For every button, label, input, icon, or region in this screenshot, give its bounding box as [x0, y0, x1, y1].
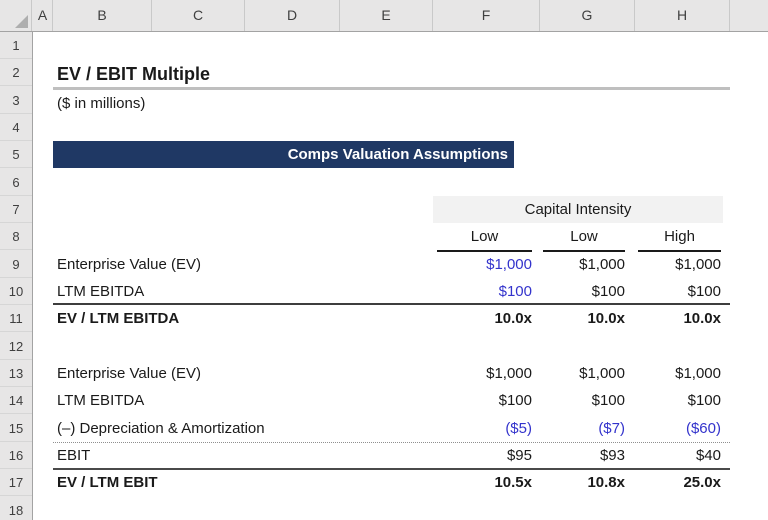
column-header-f[interactable]: F — [433, 0, 540, 31]
select-all-triangle-icon — [15, 15, 28, 28]
solid-border-row16 — [53, 468, 730, 470]
cell-h17[interactable]: 25.0x — [683, 474, 721, 491]
cell-g14[interactable]: $100 — [591, 392, 625, 409]
cell-h13[interactable]: $1,000 — [675, 365, 721, 382]
cell-b13[interactable]: Enterprise Value (EV) — [57, 365, 201, 382]
cell-f17[interactable]: 10.5x — [494, 474, 532, 491]
dotted-border-row15 — [53, 442, 730, 443]
row-header-7[interactable]: 7 — [0, 196, 32, 223]
cell-f9[interactable]: $1,000 — [486, 256, 532, 273]
row-header-10[interactable]: 10 — [0, 278, 32, 305]
cell-h11[interactable]: 10.0x — [683, 310, 721, 327]
cell-h14[interactable]: $100 — [687, 392, 721, 409]
row-header-8[interactable]: 8 — [0, 223, 32, 250]
row-header-2[interactable]: 2 — [0, 59, 32, 86]
cell-g13[interactable]: $1,000 — [579, 365, 625, 382]
section-banner[interactable]: Comps Valuation Assumptions — [53, 141, 514, 168]
cell-b14[interactable]: LTM EBITDA — [57, 392, 145, 409]
row-header-17[interactable]: 17 — [0, 469, 32, 496]
column-header-h[interactable]: H — [635, 0, 730, 31]
cell-g9[interactable]: $1,000 — [579, 256, 625, 273]
capital-intensity-header[interactable]: Capital Intensity — [433, 196, 723, 223]
cell-g10[interactable]: $100 — [591, 283, 625, 300]
row-header-4[interactable]: 4 — [0, 114, 32, 141]
row-header-13[interactable]: 13 — [0, 360, 32, 387]
row-header-5[interactable]: 5 — [0, 141, 32, 168]
cell-h15[interactable]: ($60) — [685, 420, 721, 437]
title-underline — [53, 87, 730, 90]
row-header-14[interactable]: 14 — [0, 387, 32, 414]
cell-f14[interactable]: $100 — [498, 392, 532, 409]
cell-b17[interactable]: EV / LTM EBIT — [57, 474, 158, 491]
cell-g15[interactable]: ($7) — [598, 420, 625, 437]
cell-b15[interactable]: (–) Depreciation & Amortization — [57, 420, 265, 437]
cell-f11[interactable]: 10.0x — [494, 310, 532, 327]
row-header-15[interactable]: 15 — [0, 415, 32, 442]
row-header-1[interactable]: 1 — [0, 32, 32, 59]
column-header-c[interactable]: C — [152, 0, 245, 31]
cell-b16[interactable]: EBIT — [57, 447, 91, 464]
column-header-g[interactable]: G — [540, 0, 635, 31]
column-header-e[interactable]: E — [340, 0, 433, 31]
cell-h8[interactable]: High — [638, 223, 721, 252]
cell-g17[interactable]: 10.8x — [587, 474, 625, 491]
column-header-a[interactable]: A — [33, 0, 53, 31]
select-all-corner[interactable] — [0, 0, 32, 31]
cell-g11[interactable]: 10.0x — [587, 310, 625, 327]
sheet-subtitle[interactable]: ($ in millions) — [57, 95, 146, 112]
cell-f15[interactable]: ($5) — [505, 420, 532, 437]
sheet-title[interactable]: EV / EBIT Multiple — [57, 64, 211, 84]
cell-b10[interactable]: LTM EBITDA — [57, 283, 145, 300]
cell-b11[interactable]: EV / LTM EBITDA — [57, 310, 180, 327]
row-header-3[interactable]: 3 — [0, 87, 32, 114]
row-header-9[interactable]: 9 — [0, 251, 32, 278]
cell-h9[interactable]: $1,000 — [675, 256, 721, 273]
row-header-18[interactable]: 18 — [0, 497, 32, 520]
cell-g16[interactable]: $93 — [599, 447, 625, 464]
cell-f8[interactable]: Low — [437, 223, 532, 252]
row-header-11[interactable]: 11 — [0, 305, 32, 332]
sum-border-row11 — [53, 303, 730, 305]
cell-f16[interactable]: $95 — [506, 447, 532, 464]
cell-h10[interactable]: $100 — [687, 283, 721, 300]
cell-h16[interactable]: $40 — [695, 447, 721, 464]
column-header-d[interactable]: D — [245, 0, 340, 31]
row-header-6[interactable]: 6 — [0, 169, 32, 196]
cell-f13[interactable]: $1,000 — [486, 365, 532, 382]
row-headers: 1 2 3 4 5 6 7 8 9 10 11 12 13 14 15 16 17 18 — [0, 32, 33, 520]
row-header-16[interactable]: 16 — [0, 442, 32, 469]
cell-f10[interactable]: $100 — [498, 283, 532, 300]
cell-g8[interactable]: Low — [543, 223, 625, 252]
column-header-b[interactable]: B — [53, 0, 152, 31]
row-header-12[interactable]: 12 — [0, 333, 32, 360]
cell-b9[interactable]: Enterprise Value (EV) — [57, 256, 201, 273]
